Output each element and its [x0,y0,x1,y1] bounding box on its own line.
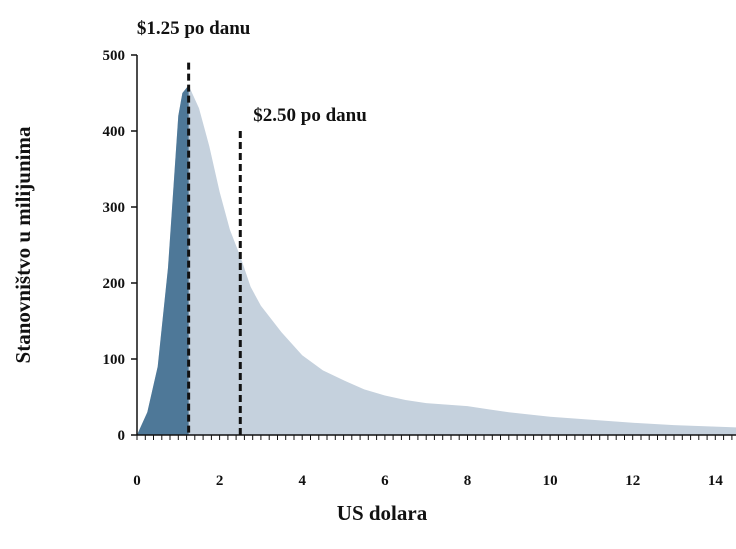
x-tick-label: 0 [133,473,141,489]
y-tick-label: 0 [118,428,126,444]
annotation-label: $2.50 po danu [253,105,367,126]
y-axis-ticks: 0 100 200 300 400 500 [103,48,137,444]
annotation-label: $1.25 po danu [137,18,251,39]
x-axis-title: US dolara [337,501,428,525]
y-axis-title: Stanovništvo u milijunima [11,126,35,363]
y-tick-label: 100 [103,352,126,368]
y-tick-label: 300 [103,200,126,216]
area-below-1-25 [137,85,189,435]
x-minor-ticks [136,435,733,440]
x-tick-label: 2 [216,473,224,489]
x-axis-ticks: 0 2 4 6 8 10 12 14 [133,473,723,489]
y-tick-label: 200 [103,276,126,292]
x-tick-label: 6 [381,473,389,489]
x-tick-label: 8 [464,473,472,489]
x-tick-label: 12 [625,473,640,489]
annotation-group: $1.25 po danu $2.50 po danu [137,18,367,435]
x-tick-label: 4 [298,473,306,489]
area-above-1-25 [137,85,736,436]
y-tick-label: 500 [103,48,126,64]
y-tick-label: 400 [103,124,126,140]
x-tick-label: 14 [708,473,724,489]
x-tick-label: 10 [543,473,558,489]
